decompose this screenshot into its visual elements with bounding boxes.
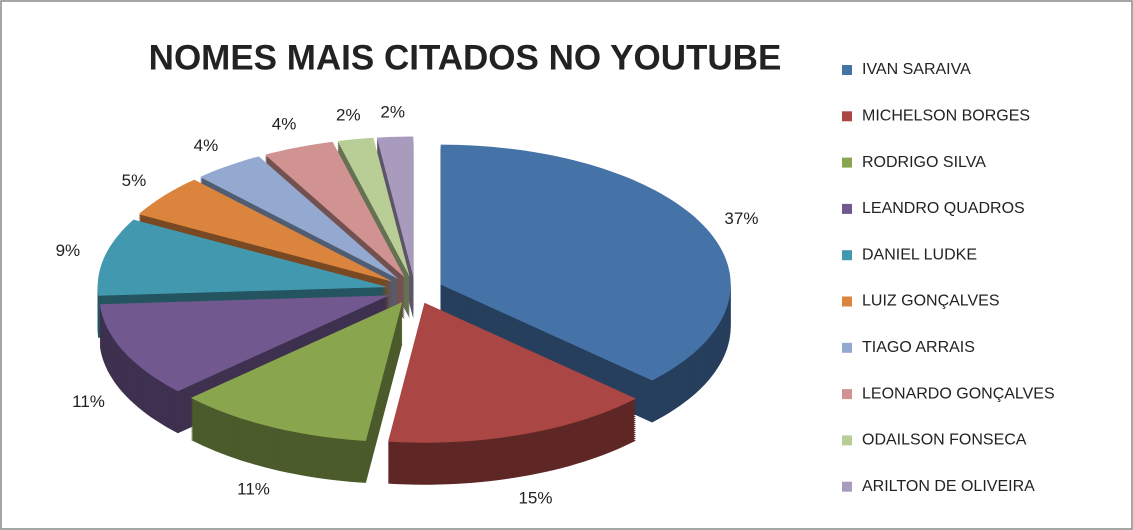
legend-label: LUIZ GONÇALVES — [862, 293, 1000, 310]
slice — [200, 156, 399, 280]
legend-swatch — [842, 203, 852, 214]
data-label: 5% — [122, 171, 147, 190]
legend-swatch — [842, 435, 852, 446]
data-label: 15% — [518, 488, 552, 507]
legend-label: LEONARDO GONÇALVES — [862, 385, 1055, 402]
legend-label: ARILTON DE OLIVEIRA — [862, 478, 1035, 495]
data-label: 2% — [380, 103, 405, 122]
slice — [265, 141, 405, 278]
legend-swatch — [842, 481, 852, 492]
slice — [99, 295, 390, 392]
legend-label: IVAN SARAIVA — [862, 61, 971, 78]
slice — [190, 302, 403, 441]
chart-title: NOMES MAIS CITADOS NO YOUTUBE — [149, 38, 782, 77]
legend-swatch — [842, 389, 852, 400]
data-label: 4% — [272, 115, 297, 134]
legend-label: LEANDRO QUADROS — [862, 200, 1025, 217]
data-label: 4% — [194, 136, 219, 155]
legend-swatch — [842, 342, 852, 353]
data-label: 2% — [336, 105, 361, 124]
data-label: 9% — [56, 241, 81, 260]
slice — [440, 144, 731, 381]
legend-swatch — [842, 157, 852, 168]
slice — [376, 136, 414, 277]
legend-label: TIAGO ARRAIS — [862, 339, 975, 356]
slice — [138, 179, 393, 282]
slice — [388, 302, 636, 443]
data-label: 37% — [724, 209, 758, 228]
slice — [97, 219, 388, 296]
legend-swatch — [842, 296, 852, 307]
legend-swatch — [842, 111, 852, 122]
data-label: 11% — [237, 479, 270, 498]
data-label: 11% — [72, 392, 105, 411]
legend-swatch — [842, 65, 852, 75]
legend-label: RODRIGO SILVA — [862, 154, 986, 171]
legend-label: MICHELSON BORGES — [862, 108, 1030, 125]
legend-swatch — [842, 250, 852, 261]
legend-label: DANIEL LUDKE — [862, 246, 977, 263]
legend-label: ODAILSON FONSECA — [862, 432, 1027, 449]
slice — [337, 137, 410, 277]
